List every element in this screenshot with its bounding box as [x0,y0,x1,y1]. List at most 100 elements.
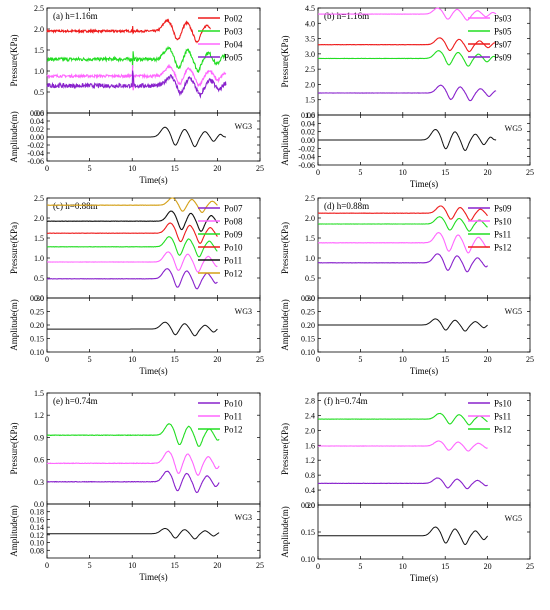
wave-gauge-label: WG3 [235,307,252,316]
wave-axis-ytick-label: 0.10 [30,348,44,357]
pressure-axis-ytick-label: 0.9 [34,433,44,442]
legend-label-Po05: Po05 [224,53,243,63]
wave-axis-xtick-label: 20 [484,562,492,571]
panel-a: 0.0 0.5 1.0 1.5 2.0 2.5 (a) h=1.16m Pressure(KP… [9,4,264,185]
wave-axis-ytick-label: 0.06 [301,111,315,120]
wave-axis-ytick-label: 0.00 [30,133,44,142]
wave-axis-xtick-label: 0 [45,355,49,364]
pressure-axis-ytick-label: 2.5 [305,65,315,74]
wave-axis-xtick-label: 5 [88,164,92,173]
pressure-axis-ytick-label: 2.0 [305,80,315,89]
panel-b: 1.0 1.5 2.0 2.5 3.0 3.5 4.0 4.5 (b) h=1.16m Press… [280,4,534,189]
pressure-axis-label: Pressure(KPa) [280,423,290,475]
legend-label-Po11: Po11 [224,412,242,422]
wave-axis-frame [317,504,531,560]
pressure-axis-ytick-label: 1.5 [34,46,44,55]
wave-axis-xtick-label: 15 [171,164,179,173]
pressure-axis-ytick-label: 0.0 [34,500,44,509]
wave-axis-xtick-label: 5 [358,562,362,571]
pressure-axis-ytick-label: 0.4 [305,486,315,495]
wave-axis-xtick-label: 25 [526,355,534,364]
legend-label-Ps10: Ps10 [494,399,512,409]
pressure-axis-ytick-label: 1.5 [305,96,315,105]
x-axis-label: Time(s) [410,573,438,583]
wave-axis-xtick-label: 10 [128,355,136,364]
pressure-axis-ytick-label: 2.8 [305,396,315,405]
panel-d: 0.0 0.5 1.0 1.5 2.0 2.5 (d) h=0.88m Pressure(KP… [280,194,534,376]
legend-label-Ps05: Ps05 [494,27,512,37]
wave-line-WG5 [318,128,497,152]
wave-axis-xtick-label: 0 [316,562,320,571]
pressure-axis-label: Pressure(KPa) [9,222,19,274]
wave-axis-xtick-label: 25 [256,164,264,173]
panel-title: (d) h=0.88m [324,201,369,211]
wave-axis-ytick-label: 0.20 [30,321,44,330]
panel-title: (c) h=0.88m [53,201,98,211]
wave-axis-xtick-label: 20 [484,168,492,177]
pressure-axis-ytick-label: 0.3 [34,478,44,487]
wave-axis-label: Amplitude(m) [280,299,290,351]
pressure-axis-ytick-label: 0.5 [34,274,44,283]
wave-axis-ytick-label: 0.15 [301,528,315,537]
wave-line-WG3 [47,321,218,337]
wave-axis-ytick-label: 0.30 [30,294,44,303]
wave-axis-ytick-label: 0.25 [30,308,44,317]
wave-axis-ytick-label: 0.02 [30,125,44,134]
legend-label-Po03: Po03 [224,27,243,37]
pressure-axis-ytick-label: 0.0 [34,109,44,118]
wave-axis-ytick-label: 0.30 [301,294,315,303]
pressure-axis-ytick-label: 1.0 [34,67,44,76]
pressure-axis-ytick-label: 0.8 [305,471,315,480]
wave-axis-frame [46,297,261,353]
series-line-Ps11 [318,216,488,232]
wave-line-WG5 [318,318,488,332]
pressure-axis-ytick-label: 1.2 [34,411,44,420]
legend-label-Po07: Po07 [224,204,243,214]
wave-axis-ytick-label: 0.20 [301,501,315,510]
wave-gauge-label: WG5 [505,124,522,133]
series-line-Po11 [46,450,220,476]
legend-label-Ps10: Ps10 [494,217,512,227]
pressure-axis-ytick-label: 2.5 [34,194,44,203]
pressure-axis-ytick-label: 4.0 [305,19,315,28]
wave-axis-ytick-label: -0.04 [27,149,44,158]
wave-axis-xtick-label: 20 [213,561,221,570]
series-line-Po09 [46,236,218,258]
wave-gauge-label: WG5 [505,514,522,523]
pressure-axis-ytick-label: 2.0 [305,214,315,223]
wave-axis-xtick-label: 10 [128,164,136,173]
wave-gauge-label: WG5 [505,307,522,316]
wave-axis-xtick-label: 10 [399,562,407,571]
wave-axis-ytick-label: 0.15 [30,335,44,344]
wave-axis-ytick-label: 0.00 [301,136,315,145]
wave-axis-xtick-label: 15 [171,561,179,570]
legend-label-Po09: Po09 [224,230,243,240]
legend-label-Po08: Po08 [224,217,243,227]
legend-label-Ps07: Ps07 [494,40,512,50]
pressure-axis-ytick-label: 0.0 [305,294,315,303]
pressure-axis-ytick-label: 1.2 [305,456,315,465]
pressure-axis-label: Pressure(KPa) [9,35,19,87]
wave-axis-ytick-label: -0.06 [298,161,315,170]
wave-axis-ytick-label: 0.15 [301,335,315,344]
pressure-axis-ytick-label: 3.0 [305,50,315,59]
legend-label-Po04: Po04 [224,40,243,50]
pressure-axis-ytick-label: 1.0 [34,254,44,263]
pressure-axis-ytick-label: 2.0 [34,214,44,223]
wave-axis-ytick-label: -0.06 [27,157,44,166]
wave-axis-xtick-label: 15 [171,355,179,364]
wave-axis-label: Amplitude(m) [280,114,290,166]
wave-axis-frame [46,503,261,559]
wave-axis-ytick-label: -0.02 [298,144,315,153]
wave-axis-ytick-label: 0.12 [30,531,44,540]
series-line-Po03 [46,45,227,74]
series-line-Ps12 [317,412,488,426]
wave-axis-xtick-label: 15 [441,562,449,571]
wave-axis-xtick-label: 20 [213,355,221,364]
pressure-axis-ytick-label: 1.5 [305,234,315,243]
legend-label-Ps12: Ps12 [494,425,512,435]
wave-axis-ytick-label: 0.20 [301,321,315,330]
series-line-Po08 [47,251,218,273]
wave-axis-ytick-label: -0.04 [298,153,315,162]
